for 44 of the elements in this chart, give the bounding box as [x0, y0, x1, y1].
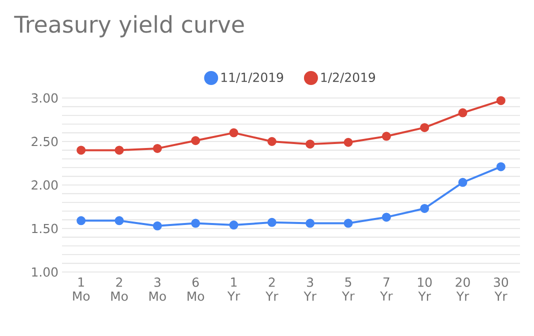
- point: [496, 96, 506, 106]
- y-tick-label: 3.00: [32, 93, 58, 103]
- point: [306, 140, 315, 149]
- point: [114, 216, 124, 226]
- point: [420, 204, 430, 213]
- x-tick-label: 3 Mo: [149, 278, 166, 301]
- x-tick-label: 6 Mo: [188, 278, 204, 301]
- point: [191, 218, 200, 228]
- point: [229, 220, 238, 230]
- chart-title: Treasury yield curve: [14, 15, 244, 38]
- point: [306, 218, 315, 228]
- point: [152, 221, 162, 230]
- legend-label: 11/1/2019: [221, 72, 284, 84]
- x-tick-label: 2 Yr: [266, 278, 278, 301]
- x-tick-label: 1 Yr: [227, 278, 240, 301]
- x-tick-label: 7 Yr: [380, 278, 393, 301]
- y-tick-label: 1.50: [32, 224, 58, 234]
- point: [420, 123, 430, 132]
- x-tick-label: 5 Yr: [342, 278, 355, 301]
- y-tick-label: 1.00: [32, 267, 58, 277]
- y-tick-label: 2.50: [32, 136, 58, 146]
- point: [267, 218, 276, 227]
- point: [76, 216, 86, 226]
- point: [496, 162, 506, 172]
- point: [76, 146, 86, 155]
- point: [267, 137, 276, 146]
- point: [382, 132, 391, 141]
- legend-label: 1/2/2019: [321, 72, 375, 84]
- point: [152, 144, 162, 153]
- point: [229, 128, 238, 138]
- point: [458, 178, 468, 187]
- point: [458, 108, 468, 118]
- point: [382, 212, 391, 222]
- y-tick-label: 2.00: [32, 180, 58, 190]
- point: [344, 218, 353, 228]
- x-tick-label: 30 Yr: [494, 278, 508, 301]
- point: [344, 138, 353, 147]
- x-tick-label: 1 Mo: [73, 278, 90, 301]
- x-tick-label: 20 Yr: [456, 278, 470, 301]
- x-tick-label: 2 Mo: [111, 278, 128, 301]
- point: [114, 146, 124, 155]
- x-tick-label: 10 Yr: [418, 278, 432, 301]
- x-tick-label: 3 Yr: [304, 278, 316, 301]
- point: [191, 136, 200, 146]
